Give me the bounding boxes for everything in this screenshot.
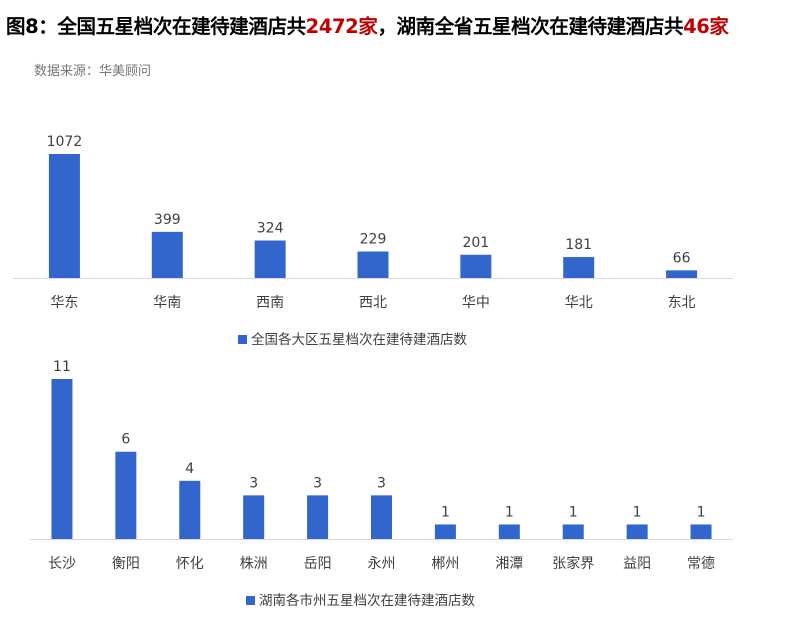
legend-swatch-hunan [246, 596, 255, 605]
legend-label-hunan: 湖南各市州五星档次在建待建酒店数 [259, 592, 475, 609]
data-label-hunan-9: 1 [633, 504, 642, 520]
data-label-national-2: 324 [257, 221, 284, 237]
category-label-hunan-1: 衡阳 [112, 556, 140, 572]
title-part-1: 图8：全国五星档次在建待建酒店共 [6, 15, 306, 38]
data-label-hunan-6: 1 [441, 504, 450, 520]
data-label-hunan-4: 3 [313, 475, 322, 491]
data-label-hunan-7: 1 [505, 504, 514, 520]
category-label-national-4: 华中 [462, 295, 490, 311]
data-label-hunan-3: 3 [249, 475, 258, 491]
bar-hunan-1 [115, 451, 137, 539]
legend-label-national: 全国各大区五星档次在建待建酒店数 [251, 331, 467, 348]
bar-hunan-0 [51, 379, 73, 539]
data-label-hunan-1: 6 [121, 432, 130, 448]
bar-hunan-8 [562, 524, 584, 539]
source-note: 数据来源：华美顾问 [34, 64, 152, 79]
category-label-hunan-0: 长沙 [48, 556, 76, 572]
title-total-hunan: 46家 [683, 15, 729, 38]
page-title: 图8：全国五星档次在建待建酒店共2472家，湖南全省五星档次在建待建酒店共46家 [6, 10, 786, 39]
bar-hunan-6 [434, 524, 456, 539]
bar-national-5 [563, 257, 595, 278]
category-label-hunan-8: 张家界 [552, 555, 594, 572]
category-label-hunan-5: 永州 [368, 556, 396, 572]
bar-national-3 [357, 251, 389, 278]
category-label-hunan-9: 益阳 [623, 556, 651, 572]
category-label-hunan-10: 常德 [687, 556, 715, 572]
data-label-national-5: 181 [565, 237, 592, 253]
data-label-hunan-2: 4 [185, 461, 194, 477]
bar-national-6 [666, 270, 698, 278]
title-total-national: 2472家 [305, 15, 378, 38]
data-label-hunan-0: 11 [53, 359, 71, 375]
bar-hunan-3 [243, 495, 265, 539]
bar-hunan-9 [626, 524, 648, 539]
category-label-hunan-7: 湘潭 [495, 555, 523, 572]
data-label-national-6: 66 [673, 250, 691, 266]
bar-hunan-2 [179, 480, 201, 539]
bar-national-1 [151, 231, 183, 278]
data-label-hunan-8: 1 [569, 504, 578, 520]
category-label-hunan-2: 怀化 [176, 556, 204, 572]
data-label-national-0: 1072 [47, 134, 83, 150]
category-label-national-1: 华南 [153, 295, 181, 311]
bar-hunan-5 [371, 495, 392, 539]
bar-national-0 [48, 154, 80, 278]
data-label-national-3: 229 [360, 232, 387, 248]
bar-national-2 [254, 240, 286, 278]
bar-national-4 [460, 254, 492, 278]
category-label-hunan-4: 岳阳 [304, 556, 332, 572]
category-label-hunan-6: 郴州 [431, 556, 459, 572]
category-label-national-6: 东北 [668, 295, 696, 311]
data-label-national-1: 399 [154, 212, 181, 228]
category-label-national-3: 西北 [359, 295, 387, 311]
bar-hunan-7 [498, 524, 520, 539]
bar-hunan-4 [307, 495, 329, 539]
category-label-hunan-3: 株洲 [240, 556, 268, 572]
title-part-2: ，湖南全省五星档次在建待建酒店共 [377, 15, 684, 38]
legend-swatch-national [238, 335, 247, 344]
data-label-hunan-5: 3 [377, 475, 386, 491]
category-label-national-0: 华东 [50, 295, 78, 311]
category-label-national-5: 华北 [565, 295, 593, 311]
data-label-national-4: 201 [462, 235, 489, 251]
category-label-national-2: 西南 [256, 295, 284, 311]
data-label-hunan-10: 1 [697, 504, 706, 520]
bar-hunan-10 [690, 524, 712, 539]
